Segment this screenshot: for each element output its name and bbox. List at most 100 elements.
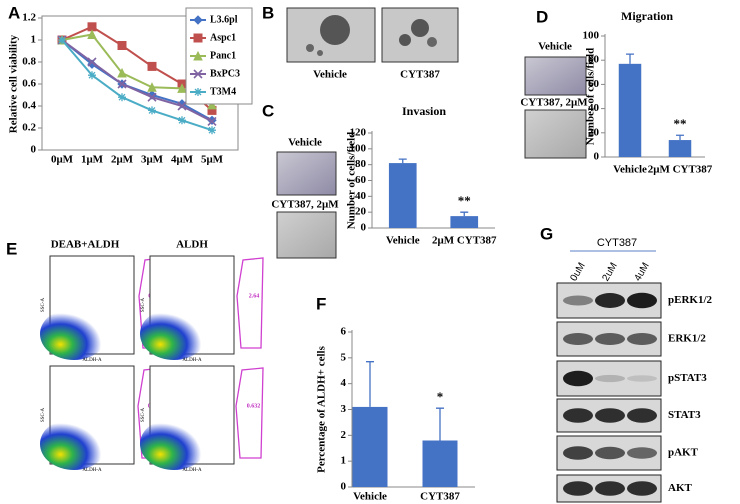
point <box>87 29 97 39</box>
x-tick-label: Vehicle <box>353 491 387 503</box>
y-tick-label: 0 <box>594 151 600 163</box>
bar <box>668 140 692 157</box>
lane-label: 2uM <box>600 261 619 283</box>
y-tick-label: 0.2 <box>22 122 36 134</box>
blot-band <box>563 446 593 460</box>
point <box>193 50 203 61</box>
blot-row-label: ERK1/2 <box>668 333 706 345</box>
blot-band <box>563 333 593 345</box>
y-tick-label: 40 <box>588 102 600 114</box>
panel-label: C <box>262 101 274 120</box>
blot-band <box>563 408 593 423</box>
y-tick-label: 4 <box>341 377 347 389</box>
image-label: Vehicle <box>288 137 322 149</box>
blot-band <box>563 370 593 387</box>
y-tick-label: 100 <box>350 142 367 154</box>
flow-y-axis-label: SSC-A <box>141 408 146 423</box>
y-tick-label: 40 <box>355 190 367 202</box>
y-tick-label: 1 <box>341 455 347 467</box>
significance: * <box>437 389 444 404</box>
chart-title: Migration <box>621 9 673 23</box>
point <box>117 79 127 89</box>
blot-row-label: pAKT <box>668 447 699 459</box>
y-tick-label: 1 <box>31 34 37 46</box>
point <box>147 61 157 71</box>
sphere <box>427 37 437 47</box>
error-bar <box>398 158 407 164</box>
point <box>58 36 66 44</box>
x-tick-label: Vehicle <box>386 235 420 247</box>
y-tick-label: 1.2 <box>22 12 36 24</box>
point <box>118 93 126 102</box>
y-tick-label: 3 <box>341 403 347 415</box>
error-bar <box>460 211 469 217</box>
line <box>61 39 213 122</box>
flow-population <box>140 418 208 470</box>
significance: ** <box>674 116 687 131</box>
well-image <box>276 151 337 196</box>
y-axis-label: Number of cells/field <box>346 132 358 230</box>
y-tick-label: 60 <box>588 78 600 90</box>
legend-label: T3M4 <box>210 86 236 97</box>
point <box>147 82 157 92</box>
blot-band <box>595 446 625 460</box>
point <box>117 41 127 50</box>
column-label: ALDH <box>176 239 208 251</box>
flow-gate <box>235 367 264 459</box>
point <box>177 101 187 111</box>
blot-band <box>595 408 625 423</box>
y-tick-label: 80 <box>588 54 600 66</box>
treatment-label: CYT387 <box>597 237 637 249</box>
y-tick-label: 0 <box>361 222 367 234</box>
significance: ** <box>458 193 471 208</box>
gate-value: 2.64 <box>249 293 260 299</box>
flow-y-axis-label: SSC-A <box>41 408 46 423</box>
y-tick-label: 0.4 <box>22 100 36 112</box>
y-tick-label: 0 <box>341 481 347 493</box>
x-tick-label: 5μM <box>201 154 224 166</box>
point <box>148 106 156 115</box>
panel-label: D <box>536 7 548 26</box>
y-axis-label: Relative cell viability <box>8 34 20 133</box>
blot-band <box>627 447 657 459</box>
chart-title: Invasion <box>402 104 446 118</box>
y-tick-label: 20 <box>588 126 600 138</box>
legend-label: Panc1 <box>210 50 236 61</box>
flow-gate <box>236 257 264 349</box>
y-tick-label: 60 <box>355 174 367 186</box>
y-axis-label: Percentage of ALDH+ cells <box>316 345 328 472</box>
y-tick-label: 0 <box>31 144 37 156</box>
blot-band <box>563 481 593 496</box>
legend-label: L3.6pl <box>210 14 238 25</box>
point <box>193 69 203 79</box>
well-image <box>276 211 337 259</box>
image-label: CYT387, 2μM <box>520 97 588 109</box>
line <box>61 39 213 132</box>
error-bar <box>676 134 684 141</box>
y-tick-label: 6 <box>341 326 347 338</box>
x-tick-label: 0μM <box>51 154 74 166</box>
flow-population <box>140 308 208 360</box>
y-tick-label: 5 <box>341 351 347 363</box>
line <box>61 39 213 123</box>
blot-row-label: pERK1/2 <box>668 294 713 306</box>
blot-band <box>595 481 625 496</box>
x-tick-label: 2μM CYT387 <box>432 235 497 247</box>
point <box>88 71 96 80</box>
flow-x-axis-label: ALDH-A <box>182 358 202 363</box>
blot-band <box>627 375 657 382</box>
bar <box>450 216 479 228</box>
blot-band <box>563 295 593 306</box>
panel-label: B <box>262 3 274 22</box>
lane-label: 4uM <box>632 261 651 283</box>
panel-label: F <box>316 294 326 313</box>
y-tick-label: 80 <box>355 158 367 170</box>
column-label: DEAB+ALDH <box>51 239 120 251</box>
bar <box>618 63 642 157</box>
x-tick-label: 2μM <box>111 154 134 166</box>
bar <box>388 163 417 228</box>
legend-label: Aspc1 <box>210 32 236 43</box>
point <box>147 92 157 102</box>
blot-band <box>627 481 657 496</box>
blot-row-label: AKT <box>668 482 693 494</box>
